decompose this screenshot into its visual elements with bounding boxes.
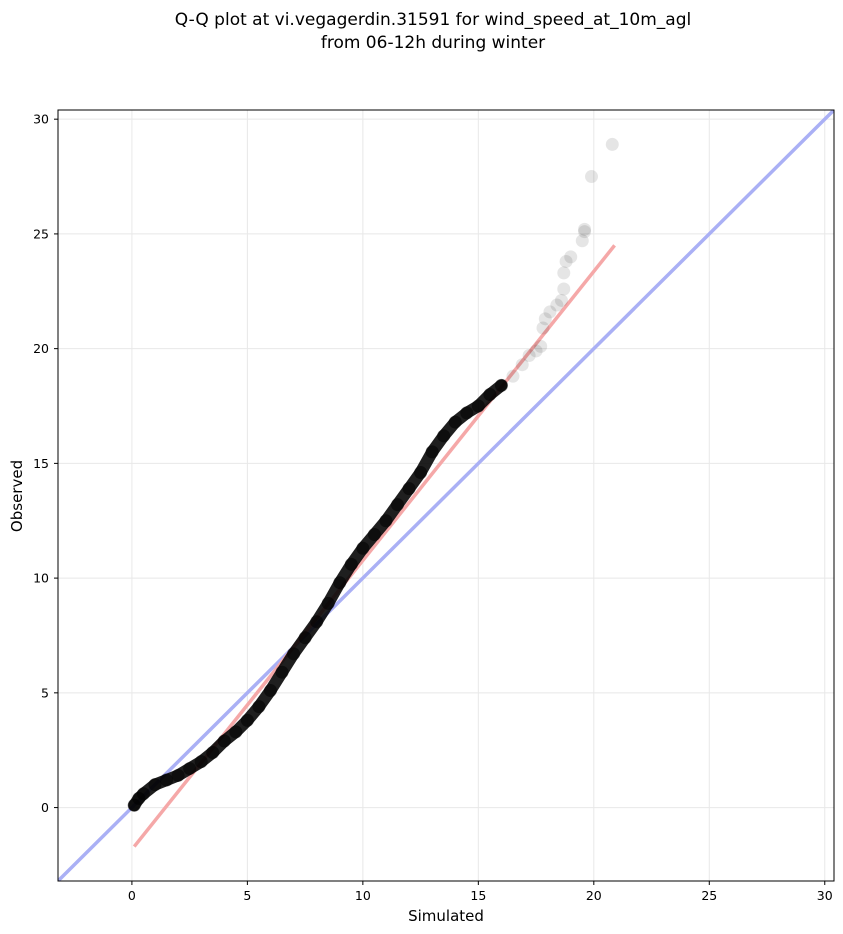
tail-point-9 <box>554 293 568 307</box>
qq-point-24 <box>391 498 404 512</box>
qq-point-3 <box>148 778 162 792</box>
qq-point-17 <box>310 615 324 629</box>
qq-point-16 <box>298 631 312 645</box>
tail-point-0 <box>506 369 520 383</box>
tail-point-7 <box>543 305 557 319</box>
chart-title-line1: Q-Q plot at vi.vegagerdin.31591 for wind… <box>175 10 691 30</box>
qq-point-15 <box>287 647 301 661</box>
y-tick-label-5: 25 <box>33 226 49 241</box>
tail-point-10 <box>557 282 571 296</box>
x-tick-label-4: 20 <box>586 888 602 903</box>
qq-point-8 <box>206 746 220 759</box>
x-tick-label-5: 25 <box>701 888 717 903</box>
y-tick-label-0: 0 <box>41 800 49 815</box>
qq-point-18 <box>321 596 335 610</box>
tail-point-4 <box>534 339 548 353</box>
qq-point-2 <box>136 787 150 801</box>
tail-point-15 <box>578 225 592 239</box>
chart-title-line2: from 06-12h during winter <box>321 33 545 53</box>
qq-point-12 <box>252 700 266 714</box>
x-tick-label-3: 15 <box>470 888 486 903</box>
qq-point-14 <box>275 665 289 679</box>
tail-point-12 <box>559 254 573 268</box>
data-points <box>127 137 619 812</box>
tail-point-2 <box>522 349 536 363</box>
y-tick-label-4: 20 <box>33 341 49 356</box>
tail-point-8 <box>550 298 564 312</box>
x-axis-label: Simulated <box>408 907 484 925</box>
tail-point-11 <box>557 266 571 280</box>
y-tick-label-3: 15 <box>33 456 49 471</box>
qq-point-9 <box>217 734 231 748</box>
y-axis-label: Observed <box>8 460 26 532</box>
y-tick-label-1: 5 <box>41 685 49 700</box>
qq-point-20 <box>344 557 358 571</box>
tail-point-14 <box>575 234 589 248</box>
plot-frame <box>57 109 835 882</box>
tail-point-16 <box>578 222 592 236</box>
qq-point-4 <box>160 773 174 787</box>
series-lines <box>58 110 834 881</box>
qq-point-6 <box>183 762 197 776</box>
qq-point-11 <box>240 713 254 727</box>
qq-point-23 <box>379 514 393 528</box>
tail-point-6 <box>538 312 552 326</box>
qq-point-33 <box>494 378 508 392</box>
qq-point-21 <box>356 541 370 555</box>
tail-point-5 <box>536 321 550 335</box>
x-tick-label-6: 30 <box>817 888 833 903</box>
y-tick-label-2: 10 <box>33 571 49 586</box>
grid-lines <box>58 110 834 881</box>
qq-point-7 <box>194 755 208 769</box>
dense-quantile-band <box>128 379 508 812</box>
qq-point-19 <box>333 576 347 590</box>
tail-point-3 <box>529 344 543 358</box>
qq-point-31 <box>471 399 485 413</box>
qq-point-32 <box>483 388 497 402</box>
qq-point-30 <box>460 406 474 420</box>
qq-point-25 <box>402 482 416 496</box>
y-ticks: 0 5 10 15 20 25 30 <box>33 112 58 815</box>
x-tick-label-2: 10 <box>355 888 371 903</box>
qq-point-13 <box>263 684 277 698</box>
qq-point-29 <box>448 415 462 429</box>
x-tick-label-1: 5 <box>243 888 251 903</box>
qq-point-22 <box>367 528 381 542</box>
x-tick-label-0: 0 <box>128 888 136 903</box>
qq-point-10 <box>229 725 243 739</box>
y-tick-label-6: 30 <box>33 112 49 127</box>
qq-point-27 <box>425 445 439 459</box>
identity-line <box>58 110 834 881</box>
qq-point-28 <box>437 429 451 443</box>
qq-point-5 <box>171 768 185 782</box>
qq-point-26 <box>414 466 428 480</box>
tail-point-17 <box>585 170 598 184</box>
tail-point-18 <box>605 137 619 151</box>
tail-point-1 <box>515 358 529 372</box>
tail-point-13 <box>564 250 578 264</box>
x-ticks: 0 5 10 15 20 25 30 <box>128 881 833 903</box>
